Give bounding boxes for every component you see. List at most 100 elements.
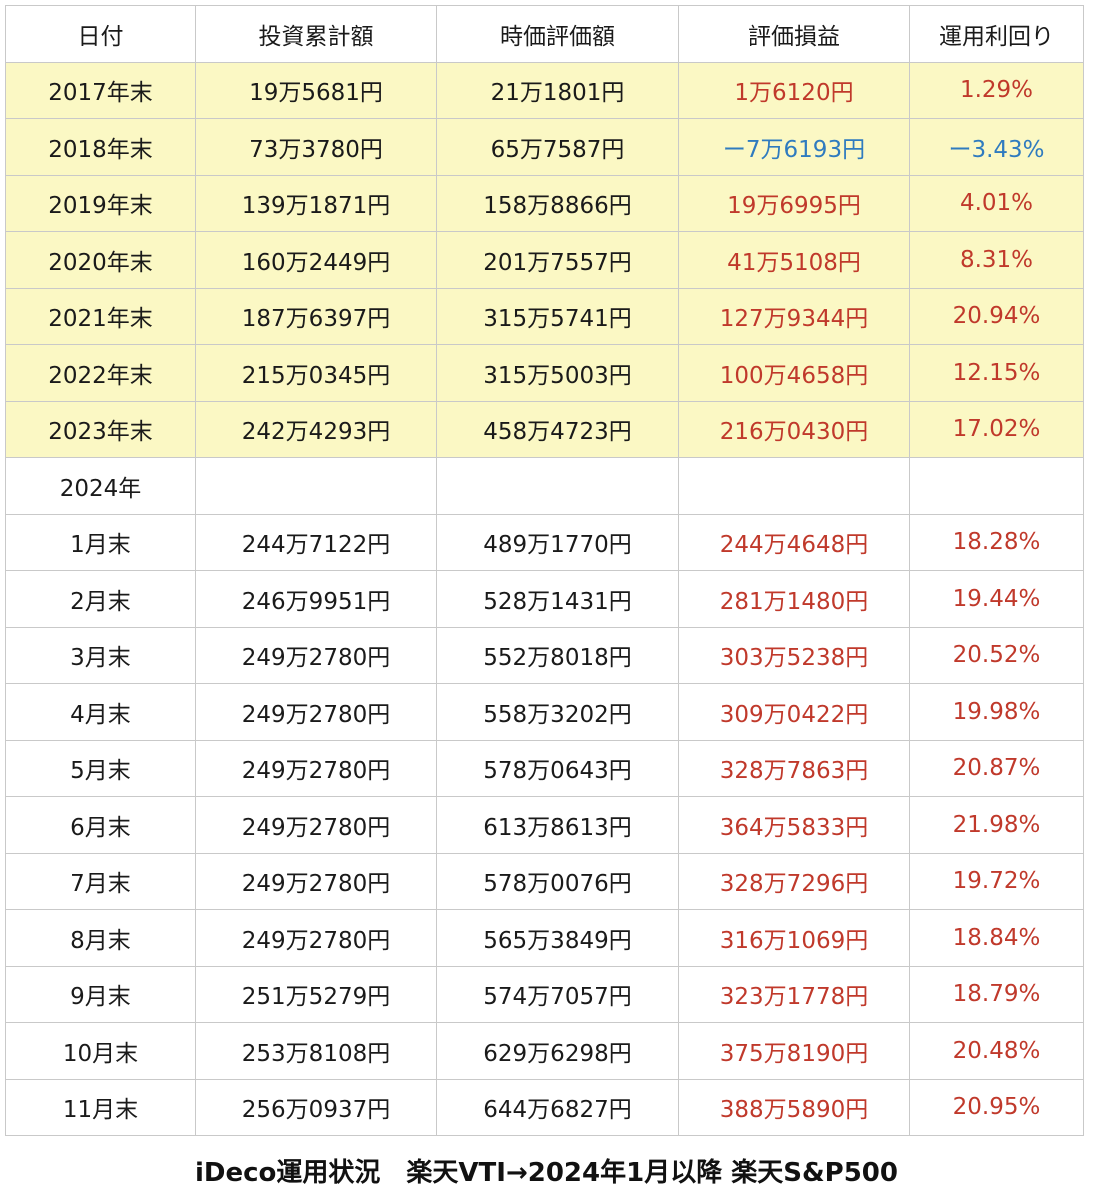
market-value-cell: 558万3202円 bbox=[436, 683, 679, 741]
market-value-cell: 565万3849円 bbox=[436, 909, 679, 967]
invested-cell: 253万8108円 bbox=[195, 1022, 437, 1080]
year-2024-label-row: 2024年 bbox=[5, 457, 1084, 515]
market-value-cell: 489万1770円 bbox=[436, 513, 679, 571]
gain-cell: 19万6995円 bbox=[678, 174, 910, 232]
yield-cell: 4.01% bbox=[909, 174, 1084, 232]
gain-cell: 303万5238円 bbox=[678, 626, 910, 684]
market-value-cell: 21万1801円 bbox=[436, 61, 679, 119]
invested-cell: 139万1871円 bbox=[195, 174, 437, 232]
table-row: 2023年末 242万4293円 458万4723円 216万0430円 17.02% bbox=[5, 400, 1084, 458]
date-cell: 1月末 bbox=[5, 513, 196, 571]
yield-cell: 20.94% bbox=[909, 287, 1084, 345]
yearly-rows: 2017年末 19万5681円 21万1801円 1万6120円 1.29% 2018年末… bbox=[5, 61, 1084, 458]
gain-cell: ー7万6193円 bbox=[678, 118, 910, 176]
date-cell: 11月末 bbox=[5, 1078, 196, 1136]
table-row: 3月末 249万2780円 552万8018円 303万5238円 20.52% bbox=[5, 626, 1084, 684]
market-value-cell: 629万6298円 bbox=[436, 1022, 679, 1080]
market-value-cell: 315万5003円 bbox=[436, 344, 679, 402]
yield-cell: 19.44% bbox=[909, 570, 1084, 628]
empty-cell bbox=[436, 457, 679, 515]
market-value-cell: 613万8613円 bbox=[436, 796, 679, 854]
gain-cell: 388万5890円 bbox=[678, 1078, 910, 1136]
header-market-value: 時価評価額 bbox=[436, 5, 679, 63]
table-row: 6月末 249万2780円 613万8613円 364万5833円 21.98% bbox=[5, 796, 1084, 854]
gain-cell: 328万7296円 bbox=[678, 852, 910, 910]
market-value-cell: 552万8018円 bbox=[436, 626, 679, 684]
yield-cell: 20.95% bbox=[909, 1078, 1084, 1136]
invested-cell: 215万0345円 bbox=[195, 344, 437, 402]
table-caption: iDeco運用状況 楽天VTI→2024年1月以降 楽天S&P500 bbox=[195, 1158, 898, 1188]
invested-cell: 246万9951円 bbox=[195, 570, 437, 628]
market-value-cell: 158万8866円 bbox=[436, 174, 679, 232]
date-cell: 7月末 bbox=[5, 852, 196, 910]
market-value-cell: 578万0076円 bbox=[436, 852, 679, 910]
date-cell: 2019年末 bbox=[5, 174, 196, 232]
gain-cell: 375万8190円 bbox=[678, 1022, 910, 1080]
empty-cell bbox=[909, 457, 1084, 515]
invested-cell: 256万0937円 bbox=[195, 1078, 437, 1136]
table-row: 2017年末 19万5681円 21万1801円 1万6120円 1.29% bbox=[5, 61, 1084, 119]
gain-cell: 323万1778円 bbox=[678, 965, 910, 1023]
date-cell: 2022年末 bbox=[5, 344, 196, 402]
gain-cell: 364万5833円 bbox=[678, 796, 910, 854]
gain-cell: 281万1480円 bbox=[678, 570, 910, 628]
gain-cell: 328万7863円 bbox=[678, 739, 910, 797]
empty-cell bbox=[678, 457, 910, 515]
gain-cell: 244万4648円 bbox=[678, 513, 910, 571]
date-cell: 8月末 bbox=[5, 909, 196, 967]
market-value-cell: 458万4723円 bbox=[436, 400, 679, 458]
invested-cell: 251万5279円 bbox=[195, 965, 437, 1023]
gain-cell: 127万9344円 bbox=[678, 287, 910, 345]
table-row: 10月末 253万8108円 629万6298円 375万8190円 20.48% bbox=[5, 1022, 1084, 1080]
header-yield: 運用利回り bbox=[909, 5, 1084, 63]
table-row: 2019年末 139万1871円 158万8866円 19万6995円 4.01% bbox=[5, 174, 1084, 232]
yield-cell: ー3.43% bbox=[909, 118, 1084, 176]
yield-cell: 8.31% bbox=[909, 231, 1084, 289]
invested-cell: 249万2780円 bbox=[195, 796, 437, 854]
market-value-cell: 528万1431円 bbox=[436, 570, 679, 628]
yield-cell: 18.84% bbox=[909, 909, 1084, 967]
ideco-performance-table: 日付 投資累計額 時価評価額 評価損益 運用利回り 2017年末 19万5681円… bbox=[5, 5, 1084, 1136]
invested-cell: 249万2780円 bbox=[195, 739, 437, 797]
yield-cell: 21.98% bbox=[909, 796, 1084, 854]
table-row: 9月末 251万5279円 574万7057円 323万1778円 18.79% bbox=[5, 965, 1084, 1023]
date-cell: 9月末 bbox=[5, 965, 196, 1023]
table-row: 2020年末 160万2449円 201万7557円 41万5108円 8.31% bbox=[5, 231, 1084, 289]
invested-cell: 249万2780円 bbox=[195, 683, 437, 741]
invested-cell: 249万2780円 bbox=[195, 852, 437, 910]
yield-cell: 17.02% bbox=[909, 400, 1084, 458]
table-row: 2022年末 215万0345円 315万5003円 100万4658円 12.15% bbox=[5, 344, 1084, 402]
yield-cell: 20.87% bbox=[909, 739, 1084, 797]
header-date: 日付 bbox=[5, 5, 196, 63]
date-cell: 2月末 bbox=[5, 570, 196, 628]
yield-cell: 18.79% bbox=[909, 965, 1084, 1023]
monthly-rows: 1月末 244万7122円 489万1770円 244万4648円 18.28% 2月末 2… bbox=[5, 513, 1084, 1136]
market-value-cell: 201万7557円 bbox=[436, 231, 679, 289]
table-row: 4月末 249万2780円 558万3202円 309万0422円 19.98% bbox=[5, 683, 1084, 741]
header-invested: 投資累計額 bbox=[195, 5, 437, 63]
table-row: 5月末 249万2780円 578万0643円 328万7863円 20.87% bbox=[5, 739, 1084, 797]
invested-cell: 249万2780円 bbox=[195, 909, 437, 967]
table-row: 1月末 244万7122円 489万1770円 244万4648円 18.28% bbox=[5, 513, 1084, 571]
market-value-cell: 644万6827円 bbox=[436, 1078, 679, 1136]
ideco-table-container: 日付 投資累計額 時価評価額 評価損益 運用利回り 2017年末 19万5681円… bbox=[5, 5, 1084, 1136]
table-row: 11月末 256万0937円 644万6827円 388万5890円 20.95% bbox=[5, 1078, 1084, 1136]
header-gain: 評価損益 bbox=[678, 5, 910, 63]
date-cell: 2023年末 bbox=[5, 400, 196, 458]
market-value-cell: 65万7587円 bbox=[436, 118, 679, 176]
yield-cell: 19.98% bbox=[909, 683, 1084, 741]
market-value-cell: 574万7057円 bbox=[436, 965, 679, 1023]
date-cell: 2021年末 bbox=[5, 287, 196, 345]
table-row: 7月末 249万2780円 578万0076円 328万7296円 19.72% bbox=[5, 852, 1084, 910]
gain-cell: 216万0430円 bbox=[678, 400, 910, 458]
empty-cell bbox=[195, 457, 437, 515]
market-value-cell: 578万0643円 bbox=[436, 739, 679, 797]
market-value-cell: 315万5741円 bbox=[436, 287, 679, 345]
yield-cell: 20.52% bbox=[909, 626, 1084, 684]
invested-cell: 187万6397円 bbox=[195, 287, 437, 345]
date-cell: 2017年末 bbox=[5, 61, 196, 119]
gain-cell: 316万1069円 bbox=[678, 909, 910, 967]
date-cell: 2020年末 bbox=[5, 231, 196, 289]
gain-cell: 100万4658円 bbox=[678, 344, 910, 402]
table-header-row: 日付 投資累計額 時価評価額 評価損益 運用利回り bbox=[5, 5, 1084, 63]
